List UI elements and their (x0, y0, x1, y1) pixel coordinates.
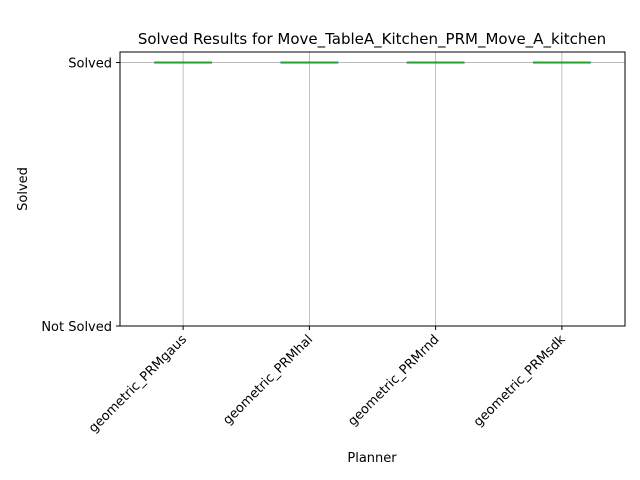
y-tick-label: Solved (68, 57, 112, 72)
x-tick-label: geometric_PRMgaus (86, 332, 190, 436)
x-tick-label: geometric_PRMrnd (345, 332, 442, 429)
x-axis-label: Planner (347, 451, 397, 466)
x-axis: geometric_PRMgaus geometric_PRMhal geometr… (86, 326, 569, 436)
box-marks (154, 61, 591, 64)
y-axis: Not Solved Solved (41, 57, 120, 335)
x-tick-label: geometric_PRMhal (220, 332, 316, 428)
x-tick-label: geometric_PRMsdk (471, 332, 569, 430)
y-tick-label: Not Solved (41, 320, 112, 335)
y-axis-label: Solved (16, 167, 31, 211)
plot-frame (119, 51, 626, 327)
grid (120, 52, 625, 327)
chart-title: Solved Results for Move_TableA_Kitchen_P… (138, 30, 606, 49)
